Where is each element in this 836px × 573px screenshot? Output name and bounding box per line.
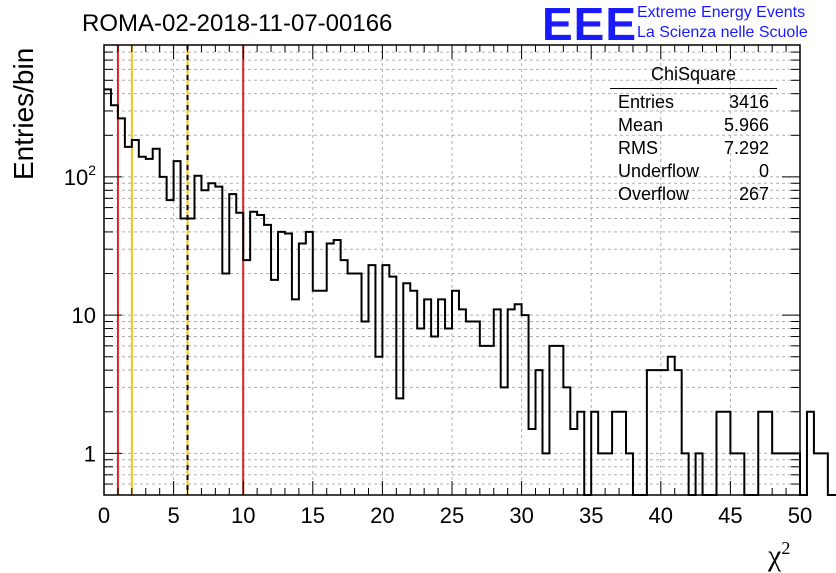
- x-tick-labels: 0 5 10 15 20 25 30 35 40 45 50: [98, 503, 812, 528]
- histogram: [104, 88, 836, 496]
- stats-title: ChiSquare: [610, 64, 777, 89]
- stats-row: RMS 7.292: [610, 137, 777, 160]
- stats-row: Entries 3416: [610, 91, 777, 114]
- stats-row: Overflow 267: [610, 183, 777, 206]
- y-tick-label: 102: [64, 162, 96, 190]
- threshold-lines: [116, 45, 245, 495]
- stats-label: RMS: [618, 138, 658, 158]
- stats-label: Entries: [618, 92, 675, 112]
- x-axis-label-sup: 2: [781, 538, 791, 558]
- x-tick-label: 0: [98, 503, 110, 528]
- x-tick-label: 35: [579, 503, 603, 528]
- x-tick-label: 25: [440, 503, 464, 528]
- stats-value: 0: [758, 161, 769, 181]
- stats-rows: Entries 3416 Mean 5.966 RMS 7.292 Underflow 0 Ov…: [610, 91, 777, 206]
- logo-line-2: La Scienza nelle Scuole: [637, 24, 808, 41]
- x-tick-label: 15: [301, 503, 325, 528]
- stats-label: Mean: [618, 115, 664, 135]
- stats-value: 267: [738, 184, 769, 204]
- stats-value: 5.966: [723, 115, 769, 135]
- chart-title: ROMA-02-2018-11-07-00166: [82, 10, 393, 37]
- logo-line-1: Extreme Energy Events: [637, 4, 806, 21]
- y-tick-base: 10: [64, 165, 88, 190]
- y-tick-label: 10: [72, 303, 96, 328]
- stats-box: ChiSquare Entries 3416 Mean 5.966 RMS 7.292 Un…: [610, 64, 777, 206]
- x-tick-label: 45: [718, 503, 742, 528]
- stats-label: Overflow: [618, 184, 690, 204]
- x-tick-label: 10: [231, 503, 255, 528]
- x-axis-label: χ2: [768, 538, 790, 573]
- x-tick-label: 50: [788, 503, 812, 528]
- x-tick-label: 30: [509, 503, 533, 528]
- stats-value: 3416: [728, 92, 769, 112]
- y-tick-exponent: 2: [88, 162, 96, 178]
- axes: [103, 44, 801, 496]
- y-axis-label-text: Entries/bin: [8, 47, 39, 180]
- y-tick-label: 1: [84, 441, 96, 466]
- stats-row: Underflow 0: [610, 160, 777, 183]
- stats-row: Mean 5.966: [610, 114, 777, 137]
- stats-value: 7.292: [723, 138, 769, 158]
- histogram-line: [104, 88, 836, 496]
- x-tick-label: 40: [649, 503, 673, 528]
- stats-label: Underflow: [618, 161, 700, 181]
- eee-logo: EEE: [542, 0, 638, 50]
- y-axis-label: Entries/bin: [8, 48, 40, 180]
- x-axis-label-text: χ: [768, 539, 782, 572]
- x-tick-label: 5: [167, 503, 179, 528]
- x-tick-label: 20: [370, 503, 394, 528]
